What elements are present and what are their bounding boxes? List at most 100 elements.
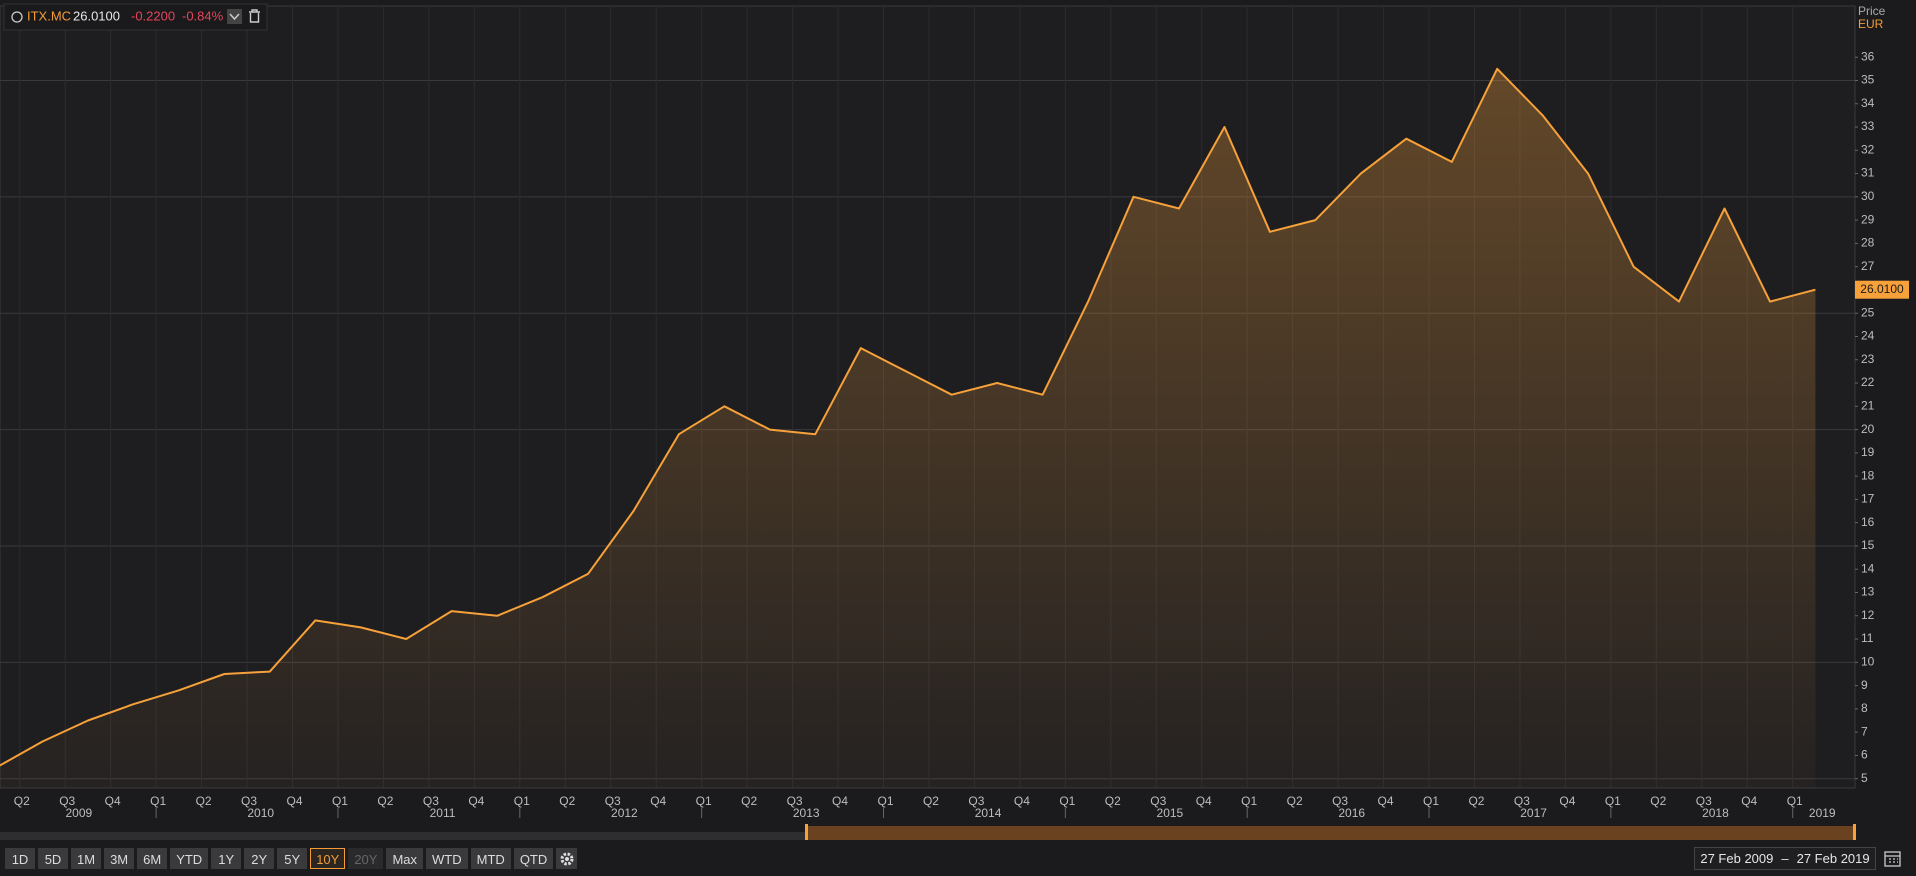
x-tick-label: Q1 <box>696 794 712 808</box>
range-button[interactable]: MTD <box>470 848 511 869</box>
range-button[interactable]: QTD <box>513 848 554 869</box>
x-tick-label: Q4 <box>105 794 121 808</box>
y-tick-label: 20 <box>1861 422 1875 436</box>
x-tick-label: Q4 <box>1741 794 1757 808</box>
y-tick-label: 9 <box>1861 678 1868 692</box>
x-tick-label: Q1 <box>332 794 348 808</box>
range-button[interactable]: 2Y <box>244 848 275 869</box>
range-button[interactable]: 1M <box>71 848 102 869</box>
x-tick-label: Q1 <box>1787 794 1803 808</box>
dropdown-arrow <box>229 13 240 21</box>
navigator-handle[interactable] <box>805 824 808 840</box>
y-tick-label: 23 <box>1861 352 1875 366</box>
year-label: 2012 <box>611 806 638 820</box>
x-tick-label: Q1 <box>1241 794 1257 808</box>
delete-icon[interactable] <box>249 9 260 23</box>
range-button[interactable]: 3M <box>104 848 135 869</box>
y-tick-label: 10 <box>1861 654 1875 668</box>
y-tick-label: 30 <box>1861 189 1875 203</box>
range-button[interactable]: 1D <box>5 848 35 869</box>
x-tick-label: Q4 <box>1378 794 1394 808</box>
dropdown[interactable] <box>227 9 242 24</box>
year-label: 2009 <box>66 806 93 820</box>
year-label: 2015 <box>1157 806 1184 820</box>
calendar-frame <box>1884 851 1901 867</box>
y-tick-label: 36 <box>1861 49 1875 63</box>
y-tick-label: 18 <box>1861 468 1875 482</box>
y-tick-label: 27 <box>1861 259 1875 273</box>
range-button[interactable]: 1Y <box>211 848 242 869</box>
x-tick-label: Q2 <box>1468 794 1484 808</box>
last-price-tag <box>1855 280 1909 299</box>
y-tick-label: 11 <box>1861 631 1874 645</box>
x-tick-label: Q2 <box>196 794 212 808</box>
y-tick-label: 33 <box>1861 119 1875 133</box>
y-tick-label: 31 <box>1861 166 1875 180</box>
year-label: 2019 <box>1809 806 1836 820</box>
y-tick-label: 24 <box>1861 329 1875 343</box>
gear-teeth <box>560 852 574 866</box>
range-button[interactable]: 6M <box>137 848 168 869</box>
x-tick-label: Q1 <box>1423 794 1439 808</box>
gear-hub <box>565 857 570 861</box>
range-button[interactable]: Max <box>386 848 424 869</box>
last-price-label: 26.0100 <box>1860 282 1904 296</box>
x-tick-label: Q4 <box>1014 794 1030 808</box>
range-button[interactable]: 5Y <box>277 848 308 869</box>
x-tick-label: Q1 <box>150 794 166 808</box>
y-tick-label: 8 <box>1861 701 1868 715</box>
date-range[interactable]: 27 Feb 2009 – 27 Feb 2019 <box>1694 847 1876 870</box>
y-tick-label: 17 <box>1861 492 1875 506</box>
range-button[interactable]: 5D <box>38 848 68 869</box>
x-tick-label: Q3 <box>1696 794 1712 808</box>
y-tick-label: 22 <box>1861 375 1875 389</box>
x-tick-label: Q4 <box>287 794 303 808</box>
range-button[interactable]: 10Y <box>310 848 346 869</box>
x-tick-label: Q4 <box>1559 794 1575 808</box>
x-tick-label: Q2 <box>1287 794 1303 808</box>
y-tick-label: 29 <box>1861 212 1875 226</box>
range-button[interactable]: 20Y <box>348 848 384 869</box>
calendar-icon[interactable] <box>1884 850 1901 867</box>
x-tick-label: Q4 <box>832 794 848 808</box>
y-tick-label: 34 <box>1861 96 1875 110</box>
legend-box <box>3 3 268 31</box>
x-tick-label: Q2 <box>1650 794 1666 808</box>
x-tick-label: Q3 <box>1332 794 1348 808</box>
year-label: 2017 <box>1520 806 1547 820</box>
settings-button[interactable] <box>556 848 578 869</box>
range-button[interactable]: YTD <box>170 848 209 869</box>
y-tick-label: 32 <box>1861 142 1875 156</box>
year-label: 2013 <box>793 806 820 820</box>
year-label: 2014 <box>975 806 1002 820</box>
range-toolbar: 1D 5D 1M 3M 6M YTD 1Y 2Y 5Y 10Y 20Y Max WTD MTD QTD <box>5 848 578 869</box>
x-tick-label: Q4 <box>1196 794 1212 808</box>
calendar-grid <box>1885 855 1900 863</box>
x-tick-label: Q2 <box>559 794 575 808</box>
y-tick-label: 5 <box>1861 771 1868 785</box>
range-button[interactable]: WTD <box>426 848 468 869</box>
y-tick-label: 15 <box>1861 538 1875 552</box>
y-tick-label: 19 <box>1861 445 1875 459</box>
date-to: 27 Feb 2019 <box>1796 851 1870 866</box>
x-tick-label: Q3 <box>59 794 75 808</box>
x-tick-label: Q3 <box>968 794 984 808</box>
x-tick-label: Q4 <box>650 794 666 808</box>
x-tick-label: Q2 <box>377 794 393 808</box>
year-label: 2010 <box>247 806 274 820</box>
x-tick-label: Q3 <box>241 794 257 808</box>
y-tick-label: 13 <box>1861 585 1875 599</box>
y-tick-label: 35 <box>1861 73 1875 87</box>
navigator-handle[interactable] <box>1853 824 1856 840</box>
x-tick-label: Q2 <box>923 794 939 808</box>
y-tick-label: 16 <box>1861 515 1875 529</box>
price: 26.0100 <box>73 8 120 23</box>
date-from: 27 Feb 2009 <box>1700 851 1774 866</box>
axis-title: Price <box>1858 4 1886 18</box>
area-fill <box>0 68 1816 788</box>
x-tick-label: Q3 <box>605 794 621 808</box>
navigator-window[interactable] <box>806 826 1855 840</box>
y-tick-label: 7 <box>1861 724 1868 738</box>
y-tick-label: 21 <box>1861 398 1875 412</box>
